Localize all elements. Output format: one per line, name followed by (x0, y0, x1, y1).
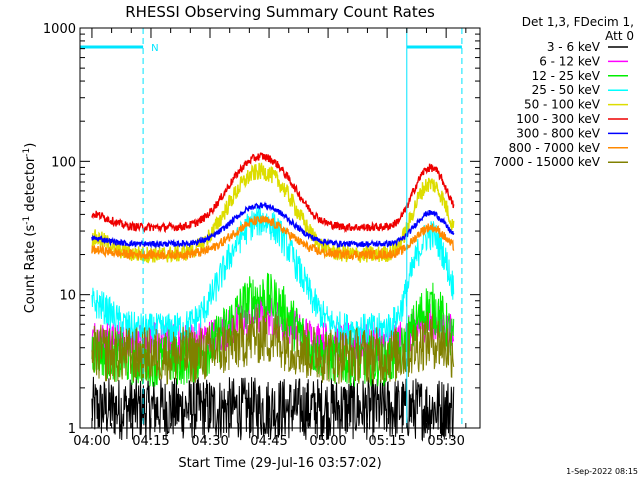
legend-label-6: 300 - 800 keV (516, 126, 600, 140)
y-axis-label-main: Count Rate (s (23, 225, 38, 314)
y-axis-label-mid: detector (23, 156, 38, 216)
night-marker-label: N (151, 43, 158, 54)
y-tick-label-1: 10 (59, 289, 76, 304)
x-tick-label-3: 04:45 (250, 434, 287, 449)
legend-header-1: Det 1,3, FDecim 1, (522, 15, 634, 29)
x-tick-label-6: 05:30 (427, 434, 464, 449)
series-line-7 (91, 215, 455, 262)
series-line-8 (91, 306, 455, 386)
y-axis-label: Count Rate (s-1 detector-1) (22, 143, 38, 314)
legend-label-4: 50 - 100 keV (524, 98, 601, 112)
legend-label-2: 12 - 25 keV (532, 69, 601, 83)
axes: 1 10 100 1000 04:00 04:15 04:30 04:45 05:00 05:15… (43, 22, 480, 449)
x-tick-label-5: 05:15 (368, 434, 405, 449)
chart-title: RHESSI Observing Summary Count Rates (125, 3, 435, 21)
plot-area (91, 152, 455, 442)
legend-label-8: 7000 - 15000 keV (493, 155, 600, 169)
series-line-2 (91, 272, 455, 387)
legend-label-1: 6 - 12 keV (539, 54, 601, 68)
y-axis-label-end: ) (23, 143, 38, 148)
legend-label-7: 800 - 7000 keV (509, 141, 601, 155)
x-axis-label: Start Time (29-Jul-16 03:57:02) (178, 456, 381, 471)
x-tick-label-4: 05:00 (309, 434, 346, 449)
legend-label-5: 100 - 300 keV (516, 112, 600, 126)
series-line-6 (91, 201, 455, 249)
x-tick-label-0: 04:00 (73, 434, 110, 449)
series-line-5 (91, 152, 455, 234)
overlay: N (80, 28, 463, 428)
series-line-0 (91, 376, 455, 442)
y-axis-label-sup2: -1 (22, 148, 32, 157)
y-tick-label-0: 1 (68, 422, 76, 437)
timestamp: 1-Sep-2022 08:15 (566, 467, 638, 476)
x-tick-label-1: 04:15 (132, 434, 169, 449)
x-tick-label-2: 04:30 (191, 434, 228, 449)
y-axis-label-sup1: -1 (22, 216, 32, 225)
legend-header-2: Att 0 (605, 29, 634, 43)
series-line-3 (91, 205, 455, 346)
y-tick-label-2: 100 (51, 155, 76, 170)
y-tick-label-3: 1000 (43, 22, 76, 37)
plot-frame (79, 27, 481, 429)
legend-label-3: 25 - 50 keV (532, 83, 601, 97)
legend-label-0: 3 - 6 keV (547, 40, 601, 54)
